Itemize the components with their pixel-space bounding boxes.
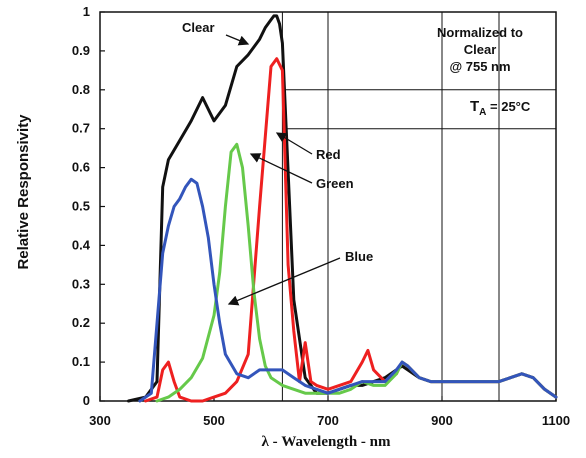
pointer-blue xyxy=(227,257,341,306)
normalization-note-line-2: Clear xyxy=(464,42,497,57)
x-tick-label: 500 xyxy=(203,413,225,428)
normalization-note: Normalized to Clear @ 755 nm xyxy=(437,25,523,74)
label-pointers xyxy=(225,34,341,306)
y-tick-label: 1 xyxy=(83,4,90,19)
series-line-green xyxy=(155,142,558,403)
y-axis-label: Relative Responsivity xyxy=(15,114,32,270)
x-axis-label: λ - Wavelength - nm xyxy=(261,434,391,450)
pointer-green xyxy=(249,153,313,184)
pointer-clear xyxy=(225,34,250,46)
y-tick-label: 0.3 xyxy=(72,276,90,291)
y-tick-label: 0.6 xyxy=(72,160,90,175)
series-line-blue xyxy=(138,177,558,403)
series-label-clear: Clear xyxy=(182,20,215,35)
x-axis-ticks: 300 500 700 900 1100 xyxy=(89,396,570,428)
y-tick-label: 0.8 xyxy=(72,82,90,97)
y-tick-label: 0.4 xyxy=(72,237,91,252)
temperature-note: TA = 25°C xyxy=(470,98,531,118)
series-label-red: Red xyxy=(316,147,341,162)
x-tick-label: 700 xyxy=(317,413,339,428)
x-tick-label: 1100 xyxy=(542,413,570,428)
normalization-note-line-1: Normalized to xyxy=(437,25,523,40)
series-label-green: Green xyxy=(316,176,354,191)
temperature-subscript: A xyxy=(479,107,486,118)
grid-lines xyxy=(281,12,556,401)
y-tick-label: 0.2 xyxy=(72,315,90,330)
series-lines xyxy=(127,14,558,403)
normalization-note-line-3: @ 755 nm xyxy=(449,59,510,74)
y-axis-ticks: 0 0.1 0.2 0.3 0.4 0.5 0.6 0.7 0.8 0.9 1 xyxy=(72,4,105,408)
x-tick-label: 900 xyxy=(431,413,453,428)
temperature-value: = 25°C xyxy=(486,99,530,114)
x-tick-label: 300 xyxy=(89,413,111,428)
series-label-blue: Blue xyxy=(345,249,373,264)
pointer-red xyxy=(275,132,313,155)
y-tick-label: 0.7 xyxy=(72,121,90,136)
y-tick-label: 0.1 xyxy=(72,354,90,369)
temperature-symbol: T xyxy=(470,98,479,115)
y-tick-label: 0 xyxy=(83,393,90,408)
y-tick-label: 0.5 xyxy=(72,199,90,214)
y-tick-label: 0.9 xyxy=(72,43,90,58)
